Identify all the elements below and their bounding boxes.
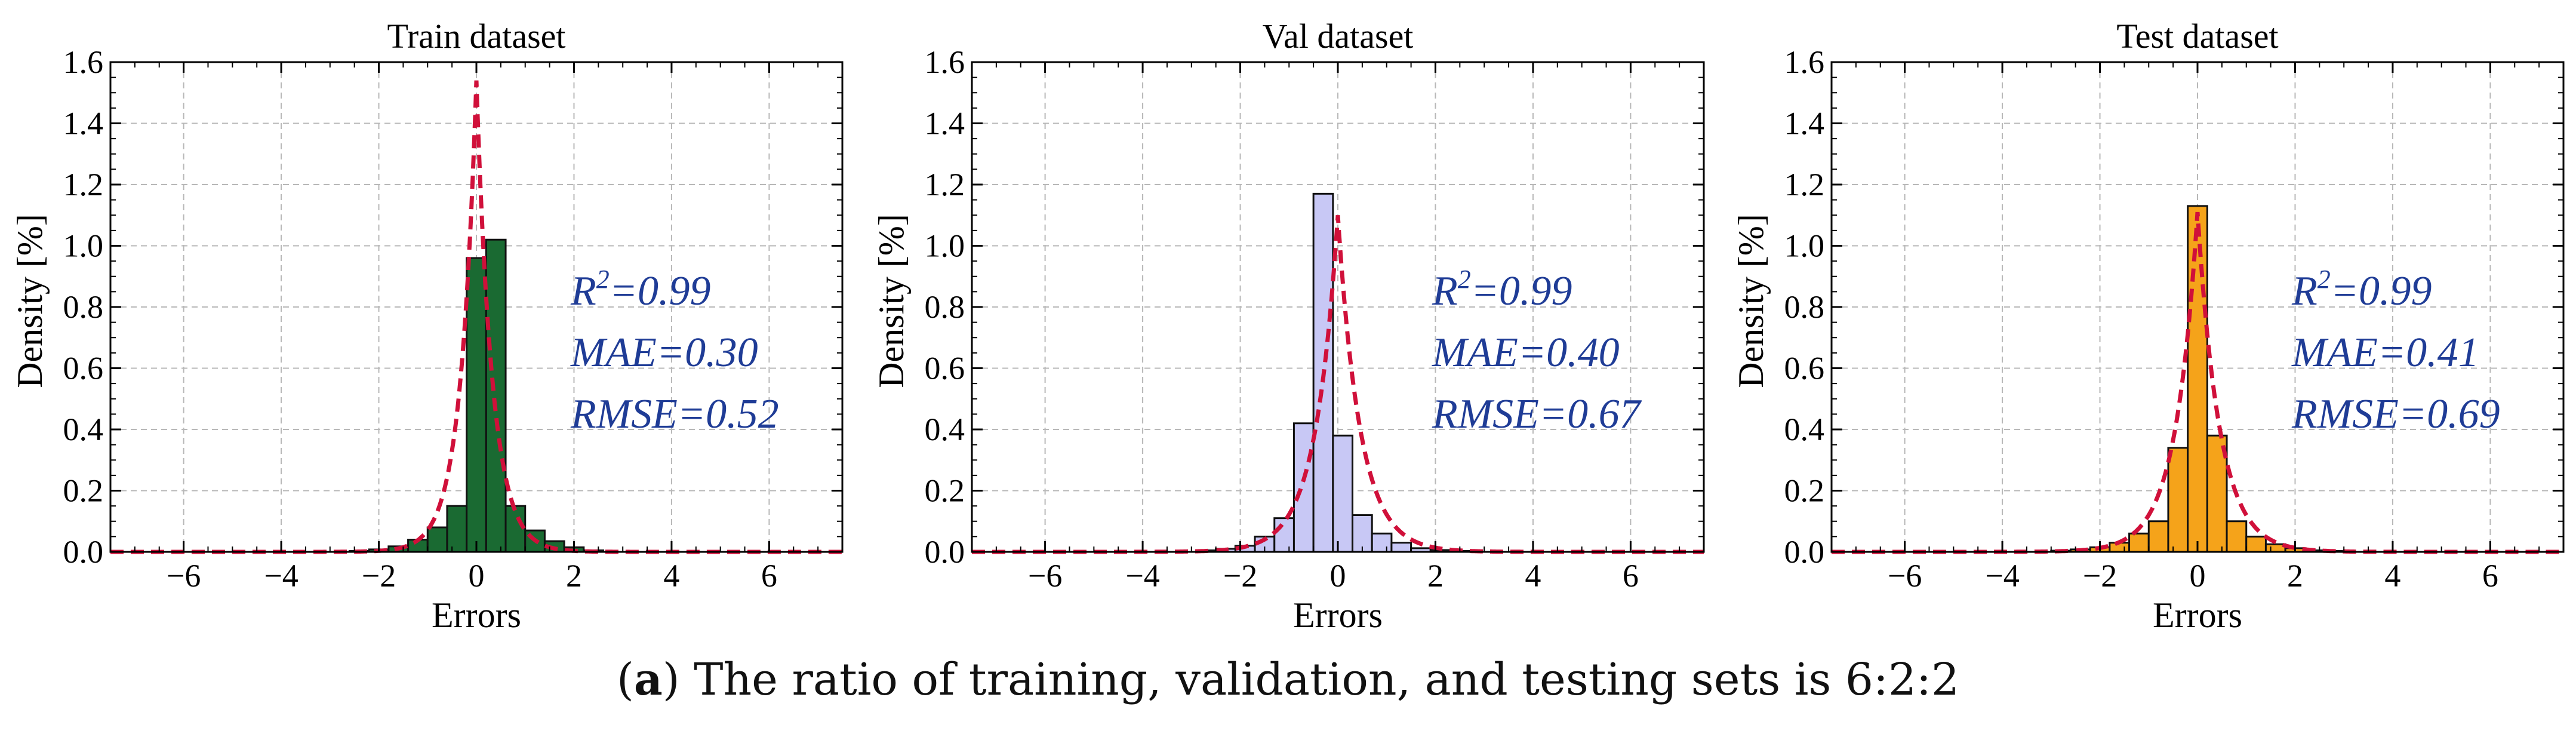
histogram-bar xyxy=(485,238,507,553)
mae-annotation: MAE=0.30 xyxy=(570,330,758,376)
x-tick-label: 4 xyxy=(1525,558,1541,594)
x-tick-label: 0 xyxy=(1330,558,1346,594)
x-tick-label: 4 xyxy=(2384,558,2400,594)
x-tick-label: 6 xyxy=(2482,558,2498,594)
y-tick-label: 0.0 xyxy=(1784,534,1825,570)
y-tick-label: 0.6 xyxy=(925,351,965,386)
histogram-bar xyxy=(2226,520,2248,553)
histogram-bar xyxy=(1371,532,1393,553)
y-tick-label: 1.4 xyxy=(925,106,965,142)
y-tick-label: 0.6 xyxy=(63,351,104,386)
y-tick-label: 0.4 xyxy=(63,412,104,447)
r2-annotation: R2=0.99 xyxy=(570,265,711,314)
histogram-bar xyxy=(426,526,448,553)
panel-title: Test dataset xyxy=(2116,17,2278,56)
mae-annotation: MAE=0.40 xyxy=(1432,330,1620,376)
y-axis-label: Density [%] xyxy=(872,214,911,388)
histogram-bar xyxy=(466,257,487,553)
y-tick-label: 0.2 xyxy=(63,473,104,509)
panel-test: Test dataset Errors Density [%] R2=0.99 … xyxy=(1731,17,2565,635)
x-tick-label: −4 xyxy=(1985,558,2019,594)
y-tick-label: 1.6 xyxy=(925,44,965,80)
histogram-bar xyxy=(446,505,468,553)
plot-area xyxy=(971,61,1705,554)
y-tick-label: 1.2 xyxy=(925,167,965,202)
plot-area xyxy=(1830,61,2565,554)
histogram-bar xyxy=(1332,434,1354,553)
panel-train: Train dataset Errors Density [%] R2=0.99… xyxy=(10,17,844,635)
caption-text: ) The ratio of training, validation, and… xyxy=(662,654,1960,705)
x-axis-label: Errors xyxy=(2153,595,2242,635)
histogram-bar xyxy=(1352,514,1373,553)
rmse-annotation: RMSE=0.52 xyxy=(570,391,779,437)
r2-value: 0.99 xyxy=(2359,268,2432,314)
y-axis-label: Density [%] xyxy=(10,214,50,388)
stats-annotation: R2=0.99 MAE=0.40 RMSE=0.67 xyxy=(1432,265,1642,437)
r2-annotation: R2=0.99 xyxy=(2291,265,2432,314)
y-tick-label: 1.4 xyxy=(1784,106,1825,142)
caption-label: a xyxy=(633,654,663,705)
histogram-bar xyxy=(1273,517,1295,553)
y-tick-label: 0.4 xyxy=(925,412,965,447)
y-tick-label: 0.6 xyxy=(1784,351,1825,386)
y-tick-label: 1.0 xyxy=(1784,228,1825,264)
x-tick-label: 6 xyxy=(761,558,777,594)
x-tick-label: −2 xyxy=(2083,558,2117,594)
histogram-bar xyxy=(2167,447,2189,553)
plot-area xyxy=(109,61,844,554)
y-tick-label: 0.0 xyxy=(925,534,965,570)
y-tick-label: 1.2 xyxy=(1784,167,1825,202)
x-tick-label: 0 xyxy=(469,558,485,594)
x-tick-label: 2 xyxy=(1427,558,1444,594)
y-tick-label: 0.2 xyxy=(1784,473,1825,509)
y-tick-label: 0.0 xyxy=(63,534,104,570)
histogram-bar xyxy=(2128,532,2150,553)
stats-annotation: R2=0.99 MAE=0.41 RMSE=0.69 xyxy=(2291,265,2500,437)
x-tick-label: −2 xyxy=(362,558,396,594)
mae-annotation: MAE=0.41 xyxy=(2291,330,2479,376)
y-tick-label: 0.4 xyxy=(1784,412,1825,447)
x-tick-label: −2 xyxy=(1223,558,1257,594)
y-tick-label: 1.0 xyxy=(63,228,104,264)
panel-title: Val dataset xyxy=(1263,17,1414,56)
caption-prefix: ( xyxy=(616,654,634,705)
x-tick-label: 6 xyxy=(1623,558,1639,594)
x-tick-label: 4 xyxy=(663,558,679,594)
x-axis-label: Errors xyxy=(432,595,521,635)
histogram-bar xyxy=(2245,535,2267,553)
histogram-bar xyxy=(1390,542,1412,553)
r2-annotation: R2=0.99 xyxy=(1432,265,1572,314)
x-axis-label: Errors xyxy=(1293,595,1383,635)
y-tick-label: 1.0 xyxy=(925,228,965,264)
x-tick-label: −6 xyxy=(1028,558,1062,594)
rmse-annotation: RMSE=0.67 xyxy=(1432,391,1642,437)
y-tick-label: 1.2 xyxy=(63,167,104,202)
x-tick-label: 2 xyxy=(566,558,582,594)
y-tick-label: 0.2 xyxy=(925,473,965,509)
x-tick-label: −4 xyxy=(1125,558,1159,594)
x-tick-label: −6 xyxy=(167,558,201,594)
histogram-bar xyxy=(2187,205,2208,553)
stats-annotation: R2=0.99 MAE=0.30 RMSE=0.52 xyxy=(570,265,779,437)
panel-title: Train dataset xyxy=(387,17,565,56)
histogram-bar xyxy=(2147,520,2169,553)
y-tick-label: 0.8 xyxy=(925,289,965,325)
y-tick-label: 1.4 xyxy=(63,106,104,142)
y-tick-label: 0.8 xyxy=(63,289,104,325)
y-axis-label: Density [%] xyxy=(1731,214,1771,388)
figure: Train dataset Errors Density [%] R2=0.99… xyxy=(10,17,2565,635)
y-tick-label: 1.6 xyxy=(1784,44,1825,80)
r2-value: 0.99 xyxy=(1499,268,1572,314)
y-tick-label: 1.6 xyxy=(63,44,104,80)
x-tick-label: 0 xyxy=(2190,558,2206,594)
x-tick-label: −6 xyxy=(1888,558,1922,594)
x-tick-label: 2 xyxy=(2287,558,2303,594)
r2-value: 0.99 xyxy=(638,268,711,314)
figure-caption: (a) The ratio of training, validation, a… xyxy=(0,654,2576,705)
panel-val: Val dataset Errors Density [%] R2=0.99 M… xyxy=(872,17,1705,635)
y-tick-label: 0.8 xyxy=(1784,289,1825,325)
rmse-annotation: RMSE=0.69 xyxy=(2291,391,2500,437)
x-tick-label: −4 xyxy=(264,558,298,594)
histogram-bar xyxy=(1292,422,1315,553)
